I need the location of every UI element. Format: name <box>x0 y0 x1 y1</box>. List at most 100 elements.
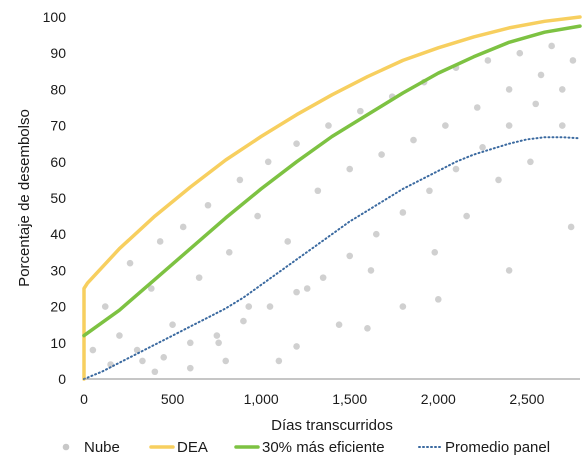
point-nube <box>151 368 159 376</box>
point-nube <box>357 107 364 115</box>
point-nube <box>148 285 155 292</box>
point-nube <box>245 303 253 310</box>
x-tick-label: 2,000 <box>421 391 456 407</box>
point-nube <box>505 267 513 274</box>
point-nube <box>505 86 513 93</box>
point-nube <box>484 57 492 64</box>
point-nube <box>139 357 146 365</box>
point-nube <box>346 165 354 173</box>
point-nube <box>116 332 123 339</box>
point-nube <box>314 187 322 195</box>
point-nube <box>372 230 380 238</box>
point-nube <box>213 332 221 339</box>
point-nube <box>495 176 502 184</box>
point-nube <box>303 285 311 292</box>
point-nube <box>160 353 168 361</box>
point-nube <box>293 140 300 147</box>
point-nube <box>236 176 244 184</box>
point-nube <box>319 274 327 281</box>
legend-label-promedio-panel: Promedio panel <box>445 439 550 456</box>
y-tick-label: 100 <box>43 9 67 25</box>
point-nube <box>186 364 194 372</box>
point-nube <box>186 339 194 347</box>
point-nube <box>567 223 575 231</box>
point-nube <box>378 151 385 158</box>
y-tick-label: 70 <box>50 118 66 134</box>
point-nube <box>264 158 272 166</box>
point-nube <box>442 122 449 129</box>
y-tick-label: 20 <box>50 299 66 315</box>
point-nube <box>346 252 354 260</box>
y-tick-labels: 0 10 20 30 40 50 60 70 80 90 100 <box>43 9 67 387</box>
point-nube <box>284 238 292 245</box>
point-nube <box>367 267 375 274</box>
y-tick-label: 80 <box>50 81 66 97</box>
point-nube <box>410 136 417 144</box>
point-nube <box>434 296 442 303</box>
point-nube <box>569 57 577 64</box>
point-nube <box>225 249 233 256</box>
point-nube <box>179 223 187 231</box>
point-nube <box>431 249 439 256</box>
point-nube <box>240 317 247 325</box>
legend-label-dea: DEA <box>177 439 208 456</box>
point-nube <box>537 71 545 79</box>
point-nube <box>473 104 481 111</box>
point-nube <box>169 321 176 329</box>
legend: Nube DEA 30% más eficiente Promedio panel <box>62 439 550 456</box>
point-nube <box>399 303 407 310</box>
point-nube <box>293 343 300 350</box>
x-tick-label: 500 <box>161 391 185 407</box>
point-nube <box>133 346 141 354</box>
point-nube <box>101 303 109 310</box>
x-tick-label: 2,500 <box>509 391 544 407</box>
y-tick-label: 60 <box>50 154 66 170</box>
point-nube <box>548 42 555 50</box>
point-nube <box>266 303 274 310</box>
point-nube <box>479 144 486 151</box>
point-nube <box>452 165 460 173</box>
y-axis-title: Porcentaje de desembolso <box>16 109 33 287</box>
y-tick-label: 30 <box>50 262 66 278</box>
y-tick-label: 0 <box>58 371 66 387</box>
x-tick-label: 1,500 <box>332 391 367 407</box>
series-line-30-m-s-eficiente <box>82 24 582 338</box>
point-nube <box>325 122 332 129</box>
legend-label-nube: Nube <box>84 439 120 456</box>
point-nube <box>275 357 283 365</box>
x-tick-label: 0 <box>80 391 88 407</box>
point-nube <box>215 339 222 347</box>
y-tick-label: 90 <box>50 45 66 61</box>
legend-swatch-nube <box>62 443 70 451</box>
point-nube <box>254 212 261 220</box>
point-nube <box>399 209 407 216</box>
y-tick-label: 10 <box>50 335 66 351</box>
point-nube <box>89 346 97 354</box>
point-nube <box>426 187 433 195</box>
point-nube <box>364 325 371 332</box>
series-line-promedio-panel <box>83 136 581 380</box>
point-nube <box>516 49 524 57</box>
x-axis-title: Días transcurridos <box>271 417 393 434</box>
series-layer <box>82 15 582 381</box>
scatter-layer <box>89 42 577 376</box>
y-tick-label: 40 <box>50 226 66 242</box>
point-nube <box>527 158 534 166</box>
point-nube <box>204 201 212 209</box>
point-nube <box>558 122 566 129</box>
legend-label-30-m-s-eficiente: 30% más eficiente <box>262 439 385 456</box>
point-nube <box>558 86 566 93</box>
point-nube <box>156 238 164 245</box>
series-line-dea <box>82 15 582 381</box>
point-nube <box>126 259 134 267</box>
point-nube <box>222 357 230 365</box>
x-tick-label: 1,000 <box>244 391 279 407</box>
point-nube <box>463 212 470 220</box>
point-nube <box>505 122 513 129</box>
point-nube <box>532 100 540 108</box>
y-tick-label: 50 <box>50 190 66 206</box>
point-nube <box>335 321 343 329</box>
x-tick-labels: 0 500 1,000 1,500 2,000 2,500 <box>80 391 544 407</box>
point-nube <box>195 274 203 281</box>
